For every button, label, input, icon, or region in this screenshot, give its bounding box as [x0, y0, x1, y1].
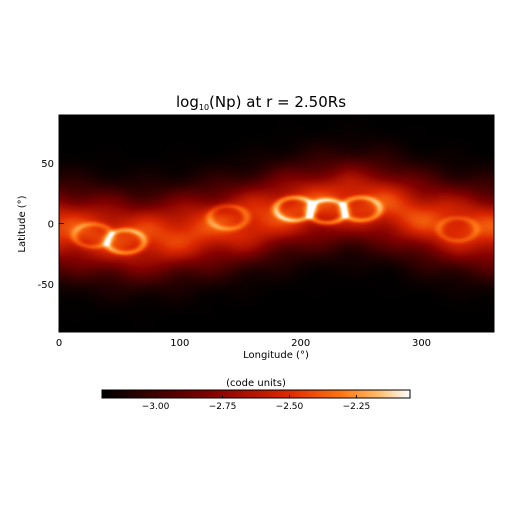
- y-axis: -50 0 50: [38, 159, 64, 291]
- y-tick-label: -50: [38, 280, 54, 291]
- x-tick-label: 200: [291, 338, 310, 349]
- y-tick-label: 50: [41, 159, 54, 170]
- colorbar-tick-label: −2.75: [209, 402, 237, 412]
- x-tick-label: 0: [56, 338, 62, 349]
- colorbar: (code units) −3.00 −2.75 −2.50 −2.25: [101, 378, 411, 412]
- colorbar-frame: [101, 389, 411, 399]
- x-tick-label: 100: [170, 338, 189, 349]
- heatmap-image: [59, 115, 494, 332]
- colorbar-tick-label: −2.50: [276, 402, 304, 412]
- colorbar-tick-label: −2.25: [343, 402, 371, 412]
- x-tick-label: 300: [412, 338, 431, 349]
- chart-title: log10(Np) at r = 2.50Rs: [176, 93, 346, 112]
- x-axis-label: Longitude (°): [243, 350, 309, 361]
- colorbar-ticks: −3.00 −2.75 −2.50 −2.25: [142, 395, 370, 412]
- colorbar-label: (code units): [226, 378, 286, 389]
- top-minor-ticks: [58, 115, 495, 118]
- colorbar-tick-label: −3.00: [142, 402, 170, 412]
- x-axis: 0 100 200 300: [56, 327, 431, 349]
- y-tick-label: 0: [48, 220, 54, 231]
- colorbar-gradient: [102, 390, 410, 398]
- y-axis-label: Latitude (°): [17, 195, 28, 252]
- plot-area: 0 100 200 300 -50 0 50: [38, 114, 495, 349]
